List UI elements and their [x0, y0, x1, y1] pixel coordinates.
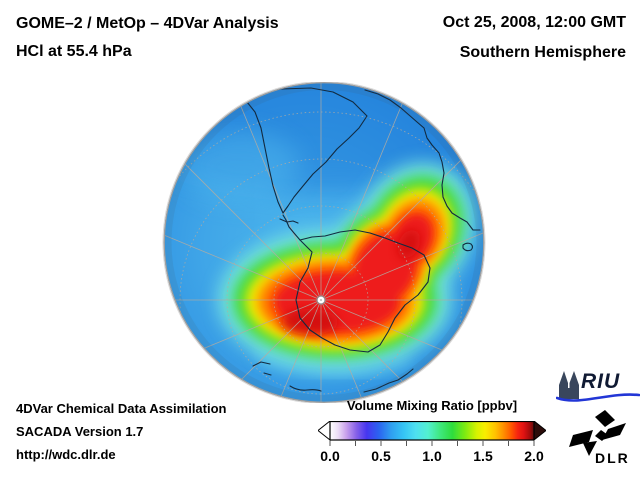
colorbar-title: Volume Mixing Ratio [ppbv] — [346, 398, 518, 413]
coast-south-islands — [289, 385, 322, 392]
coastline-layer — [238, 87, 481, 393]
coast-limb-southeast — [363, 368, 414, 393]
hcl-plume-layer — [219, 162, 475, 370]
colorbar-left-arrow — [318, 421, 331, 442]
colorbar: Volume Mixing Ratio [ppbv] — [316, 398, 548, 468]
coast-antarctica — [295, 229, 431, 353]
dlr-bird-icon — [569, 410, 626, 456]
colorbar-ticks — [329, 441, 535, 446]
globe-limb-ring — [163, 82, 485, 403]
page-title: GOME–2 / MetOp – 4DVar Analysis — [16, 15, 279, 32]
footer-line-url: http://wdc.dlr.de — [16, 447, 116, 462]
coast-south-america — [238, 87, 368, 214]
header-datetime: Oct 25, 2008, 12:00 GMT — [442, 14, 626, 31]
riu-logo-graphics — [556, 371, 640, 402]
header-hemisphere: Southern Hemisphere — [459, 44, 626, 61]
footer-line-version: SACADA Version 1.7 — [16, 424, 144, 439]
footer-line-assimilation: 4DVar Chemical Data Assimilation — [16, 401, 227, 416]
colorbar-gradient-bar — [318, 421, 546, 446]
colorbar-tick-label: 0.5 — [371, 448, 391, 464]
colorbar-tick-label: 1.5 — [473, 448, 493, 464]
colorbar-tick-label: 2.0 — [524, 448, 544, 464]
dlr-logo: DLR — [564, 406, 640, 470]
dlr-logo-text: DLR — [595, 450, 630, 466]
hemisphere-map — [162, 82, 486, 403]
riu-logo-text: RIU — [581, 370, 621, 393]
colorbar-tick-label: 1.0 — [422, 448, 442, 464]
colorbar-right-arrow — [533, 421, 546, 442]
cathedral-icon — [559, 371, 579, 399]
riu-swoosh-icon — [556, 393, 640, 402]
coast-tasmania — [462, 242, 474, 252]
colorbar-tick-label: 0.0 — [320, 448, 340, 464]
page-subtitle: HCl at 55.4 hPa — [16, 43, 132, 60]
coast-new-zealand — [252, 361, 272, 376]
coast-tierra-del-fuego — [279, 218, 299, 224]
coast-africa-australia — [364, 89, 481, 231]
riu-logo: RIU — [556, 369, 640, 407]
coast-antarctic-peninsula — [282, 214, 301, 241]
south-pole-marker — [316, 295, 326, 305]
